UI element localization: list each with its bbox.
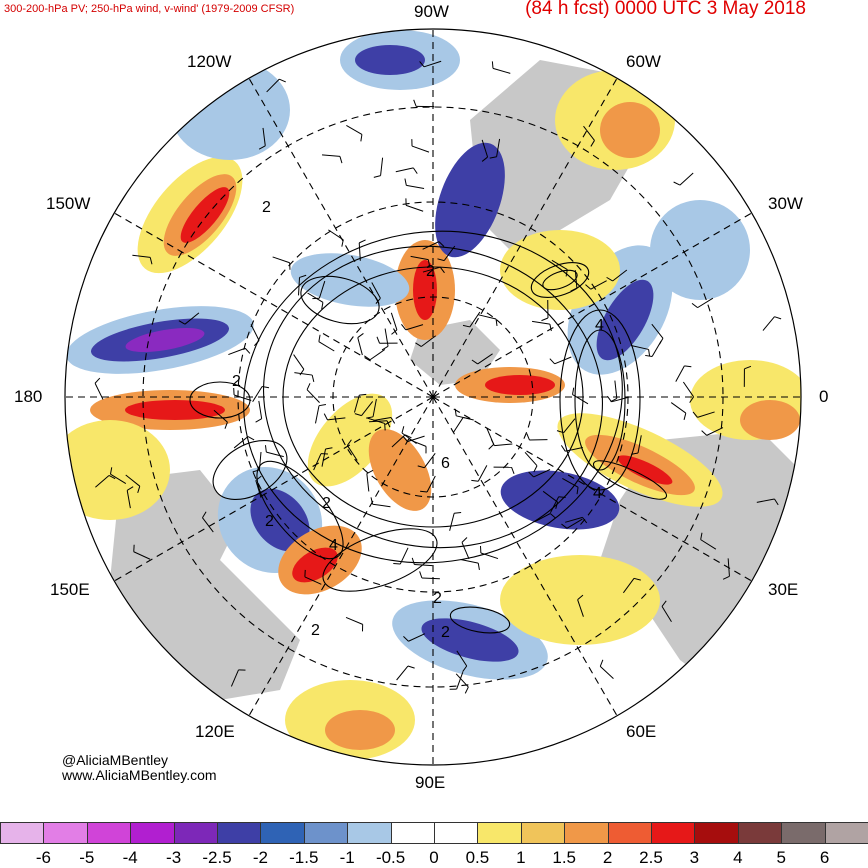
pv-contour-label: 2	[232, 373, 241, 390]
lon-label-60w: 60W	[626, 52, 661, 72]
barb-flag	[492, 61, 493, 68]
colorbar-swatch	[781, 822, 825, 844]
colorbar: -6 -5 -4 -3 -2.5 -2 -1.5 -1 -0.5 0 0.5 1 1.5 2 2.5 3 4 5 6	[0, 820, 868, 865]
colorbar-swatch	[738, 822, 782, 844]
colorbar-tick-label: 5	[776, 848, 785, 868]
colorbar-swatch	[87, 822, 131, 844]
colorbar-swatch	[477, 822, 521, 844]
colorbar-tick-label: -1.5	[289, 848, 318, 868]
colorbar-swatch	[521, 822, 565, 844]
polar-stereographic-map: 2 2 2 4 2 6 2 4 2 4 2 2	[0, 0, 868, 820]
colorbar-tick-label: 0.5	[466, 848, 490, 868]
lon-label-150e: 150E	[50, 580, 90, 600]
colorbar-tick-label: -3	[166, 848, 181, 868]
colorbar-tick-label: -5	[79, 848, 94, 868]
colorbar-swatch	[651, 822, 695, 844]
lon-label-150w: 150W	[46, 194, 90, 214]
colorbar-swatch	[43, 822, 87, 844]
pv-contour-label: 2	[441, 624, 450, 641]
lon-label-30w: 30W	[768, 194, 803, 214]
lon-label-0: 0	[819, 387, 828, 407]
pv-anomaly-patch	[355, 45, 425, 75]
colorbar-tick-label: 4	[733, 848, 742, 868]
colorbar-swatch	[304, 822, 348, 844]
lon-label-60e: 60E	[626, 722, 656, 742]
pv-contour-label: 2	[311, 622, 320, 639]
pv-contour-label: 2	[265, 513, 274, 530]
colorbar-tick-label: 6	[820, 848, 829, 868]
colorbar-tick-label: 1.5	[552, 848, 576, 868]
colorbar-swatch	[130, 822, 174, 844]
colorbar-tick-label: 3	[690, 848, 699, 868]
pv-anomaly-patch	[500, 555, 660, 645]
colorbar-swatch	[347, 822, 391, 844]
barb-flag	[359, 394, 366, 395]
colorbar-tick-label: -2	[253, 848, 268, 868]
lon-label-90e: 90E	[415, 773, 445, 793]
colorbar-swatch	[0, 822, 44, 844]
colorbar-swatch	[608, 822, 652, 844]
pv-contour-label: 4	[595, 317, 604, 334]
pv-anomaly-patch	[50, 420, 170, 520]
pv-contour-label: 4	[329, 537, 338, 554]
pv-contour-label: 2	[426, 263, 435, 280]
pv-anomaly-patch	[740, 400, 800, 440]
pv-contour-label: 2	[433, 590, 442, 607]
pv-anomaly-patch	[170, 60, 290, 160]
colorbar-tick-label: 2	[603, 848, 612, 868]
lon-label-30e: 30E	[768, 580, 798, 600]
pv-anomaly-patch	[600, 102, 660, 158]
map-disc: 2 2 2 4 2 6 2 4 2 4 2 2	[50, 17, 813, 777]
credit-website: www.AliciaMBentley.com	[62, 767, 217, 783]
colorbar-tick-label: 0	[429, 848, 438, 868]
colorbar-tick-label: -1	[340, 848, 355, 868]
colorbar-tick-label: 2.5	[639, 848, 663, 868]
pv-contour-label: 6	[441, 455, 450, 472]
colorbar-tick-label: -2.5	[202, 848, 231, 868]
lon-label-180: 180	[14, 387, 42, 407]
pv-contour-label: 2	[262, 199, 271, 216]
colorbar-swatch	[174, 822, 218, 844]
colorbar-swatch	[564, 822, 608, 844]
lon-label-90w: 90W	[414, 2, 449, 22]
credit-handle: @AliciaMBentley	[62, 752, 168, 768]
meridian-lines	[53, 17, 813, 777]
colorbar-swatch	[434, 822, 478, 844]
barb-flag	[393, 564, 400, 565]
colorbar-tick-label: 1	[516, 848, 525, 868]
colorbar-swatch	[217, 822, 261, 844]
pv-anomaly-patch	[325, 710, 395, 750]
colorbar-tick-label: -4	[123, 848, 138, 868]
lon-label-120w: 120W	[187, 52, 231, 72]
pv-contour-label: 2	[322, 495, 331, 512]
pv-anomaly-patch	[485, 375, 555, 395]
lon-label-120e: 120E	[195, 722, 235, 742]
pv-contour-label: 4	[593, 485, 602, 502]
colorbar-tick-label: -0.5	[376, 848, 405, 868]
colorbar-swatch	[694, 822, 738, 844]
colorbar-tick-label: -6	[36, 848, 51, 868]
colorbar-swatch	[391, 822, 435, 844]
colorbar-swatch	[825, 822, 868, 844]
colorbar-swatch	[260, 822, 304, 844]
